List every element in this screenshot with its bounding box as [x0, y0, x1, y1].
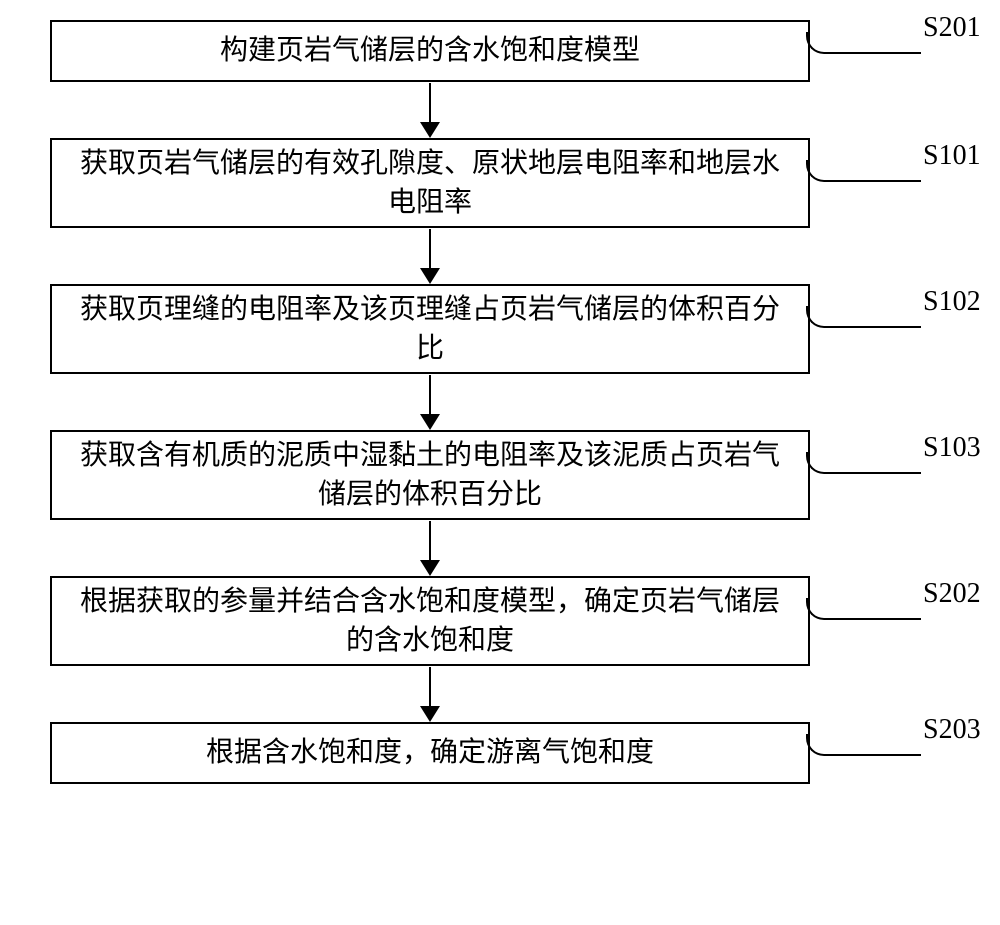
label-connector — [806, 598, 921, 620]
step-box-s5: 根据获取的参量并结合含水饱和度模型，确定页岩气储层的含水饱和度 — [50, 576, 810, 666]
arrow-head-icon — [420, 706, 440, 722]
step-box-s1: 构建页岩气储层的含水饱和度模型 — [50, 20, 810, 82]
step-box-s4: 获取含有机质的泥质中湿黏土的电阻率及该泥质占页岩气储层的体积百分比 — [50, 430, 810, 520]
step-text: 根据获取的参量并结合含水饱和度模型，确定页岩气储层的含水饱和度 — [72, 582, 788, 660]
step-label: S101 — [923, 140, 981, 172]
arrow-s1 — [50, 82, 810, 138]
arrow-s4 — [50, 520, 810, 576]
label-connector — [806, 452, 921, 474]
arrow-stack — [420, 521, 440, 576]
step-row-s2: 获取页岩气储层的有效孔隙度、原状地层电阻率和地层水电阻率S101 — [50, 138, 950, 228]
arrow-head-icon — [420, 560, 440, 576]
arrow-stack — [420, 667, 440, 722]
arrow-s5 — [50, 666, 810, 722]
step-label: S202 — [923, 578, 981, 610]
arrow-head-icon — [420, 268, 440, 284]
arrow-line — [429, 375, 432, 415]
step-row-s1: 构建页岩气储层的含水饱和度模型S201 — [50, 20, 950, 82]
arrow-line — [429, 83, 432, 123]
label-connector — [806, 306, 921, 328]
label-connector — [806, 160, 921, 182]
step-row-s3: 获取页理缝的电阻率及该页理缝占页岩气储层的体积百分比S102 — [50, 284, 950, 374]
step-text: 获取含有机质的泥质中湿黏土的电阻率及该泥质占页岩气储层的体积百分比 — [72, 436, 788, 514]
step-box-s6: 根据含水饱和度，确定游离气饱和度 — [50, 722, 810, 784]
step-text: 根据含水饱和度，确定游离气饱和度 — [206, 733, 654, 772]
step-text: 获取页理缝的电阻率及该页理缝占页岩气储层的体积百分比 — [72, 290, 788, 368]
arrow-stack — [420, 375, 440, 430]
step-box-s2: 获取页岩气储层的有效孔隙度、原状地层电阻率和地层水电阻率 — [50, 138, 810, 228]
step-row-s4: 获取含有机质的泥质中湿黏土的电阻率及该泥质占页岩气储层的体积百分比S103 — [50, 430, 950, 520]
step-label: S103 — [923, 432, 981, 464]
arrow-s2 — [50, 228, 810, 284]
step-text: 获取页岩气储层的有效孔隙度、原状地层电阻率和地层水电阻率 — [72, 144, 788, 222]
arrow-line — [429, 229, 432, 269]
step-label: S201 — [923, 12, 981, 44]
arrow-s3 — [50, 374, 810, 430]
arrow-stack — [420, 83, 440, 138]
step-label: S203 — [923, 714, 981, 746]
flowchart-container: 构建页岩气储层的含水饱和度模型S201 获取页岩气储层的有效孔隙度、原状地层电阻率… — [50, 20, 950, 784]
arrow-stack — [420, 229, 440, 284]
arrow-head-icon — [420, 122, 440, 138]
label-connector — [806, 734, 921, 756]
step-row-s6: 根据含水饱和度，确定游离气饱和度S203 — [50, 722, 950, 784]
step-text: 构建页岩气储层的含水饱和度模型 — [220, 31, 640, 70]
step-box-s3: 获取页理缝的电阻率及该页理缝占页岩气储层的体积百分比 — [50, 284, 810, 374]
label-connector — [806, 32, 921, 54]
arrow-line — [429, 521, 432, 561]
step-label: S102 — [923, 286, 981, 318]
arrow-head-icon — [420, 414, 440, 430]
arrow-line — [429, 667, 432, 707]
step-row-s5: 根据获取的参量并结合含水饱和度模型，确定页岩气储层的含水饱和度S202 — [50, 576, 950, 666]
